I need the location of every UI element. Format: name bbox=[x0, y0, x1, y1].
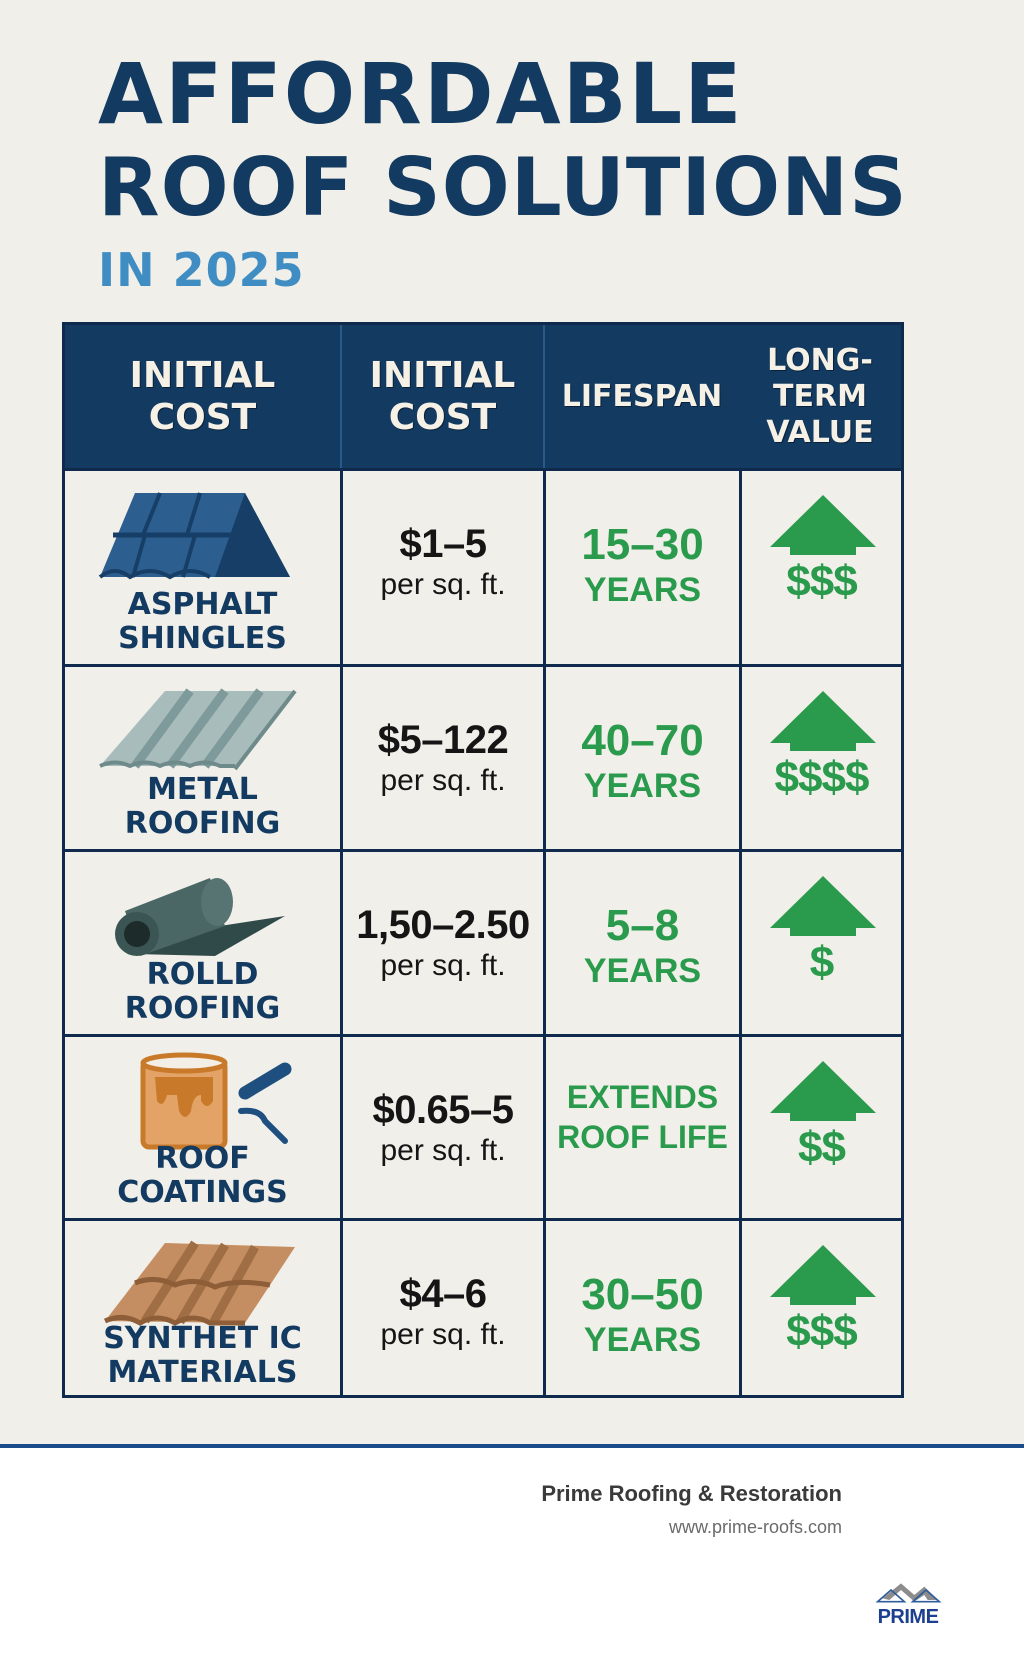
prime-logo-icon bbox=[875, 1583, 942, 1603]
value-cell: $$ bbox=[739, 1037, 901, 1218]
cost-cell: 1,50–2.50 per sq. ft. bbox=[340, 852, 543, 1034]
synthetic-tiles-icon bbox=[103, 1240, 295, 1326]
value-cell: $$$ bbox=[739, 1221, 901, 1398]
lifespan-cell: 5–8 YEARS bbox=[543, 852, 739, 1034]
material-cell: METAL ROOFING bbox=[65, 667, 340, 849]
cost-value: $5–122 bbox=[377, 718, 509, 762]
lifespan-unit: ROOF LIFE bbox=[557, 1119, 728, 1155]
header-material-cost: INITIAL COST bbox=[129, 354, 276, 438]
title-line-1: AFFORDABLE bbox=[98, 45, 744, 143]
value-cell: $ bbox=[739, 852, 901, 1034]
cost-value: 1,50–2.50 bbox=[356, 903, 530, 947]
logo-text: PRIME bbox=[877, 1606, 939, 1628]
table-row: ROOF COATINGS $0.65–5 per sq. ft. EXTENDS… bbox=[65, 1034, 901, 1218]
arrow-up-icon bbox=[770, 495, 876, 555]
cost-unit: per sq. ft. bbox=[380, 949, 506, 982]
value-cell: $$$$ bbox=[739, 667, 901, 849]
material-name: ASPHALT SHINGLES bbox=[118, 587, 287, 656]
title-year: IN 2025 bbox=[98, 243, 305, 297]
lifespan-value: 30–50 bbox=[581, 1270, 704, 1319]
lifespan-cell: 40–70 YEARS bbox=[543, 667, 739, 849]
header-lifespan: LIFESPAN bbox=[543, 325, 739, 468]
lifespan-value: 15–30 bbox=[581, 520, 704, 569]
value-rating: $$$ bbox=[786, 557, 857, 606]
material-name: SYNTHET IC MATERIALS bbox=[103, 1321, 302, 1390]
cost-unit: per sq. ft. bbox=[380, 568, 506, 601]
lifespan-unit: YEARS bbox=[583, 571, 702, 609]
cost-unit: per sq. ft. bbox=[380, 764, 506, 797]
table-row: METAL ROOFING $5–122 per sq. ft. 40–70 YEA… bbox=[65, 664, 901, 849]
cost-cell: $0.65–5 per sq. ft. bbox=[340, 1037, 543, 1218]
lifespan-unit: YEARS bbox=[583, 767, 702, 805]
arrow-up-icon bbox=[770, 1061, 876, 1121]
value-rating: $$$ bbox=[786, 1307, 857, 1356]
page-title: AFFORDABLE ROOF SOLUTIONS IN 2025 bbox=[98, 48, 908, 300]
roll-roofing-icon bbox=[115, 878, 285, 956]
value-rating: $$$$ bbox=[774, 753, 870, 802]
material-cell: SYNTHET IC MATERIALS bbox=[65, 1221, 340, 1398]
value-rating: $$ bbox=[798, 1123, 846, 1172]
footer-divider bbox=[0, 1444, 1024, 1448]
cost-cell: $1–5 per sq. ft. bbox=[340, 471, 543, 664]
value-rating: $ bbox=[809, 938, 834, 987]
header-initial-cost: INITIAL COST bbox=[340, 325, 543, 468]
arrow-up-icon bbox=[770, 1245, 876, 1305]
arrow-up-icon bbox=[770, 691, 876, 751]
material-cell: ROLLD ROOFING bbox=[65, 852, 340, 1034]
lifespan-value: 40–70 bbox=[581, 716, 704, 765]
asphalt-shingles-icon bbox=[98, 492, 290, 580]
material-name: ROLLD ROOFING bbox=[124, 957, 281, 1026]
cost-cell: $4–6 per sq. ft. bbox=[340, 1221, 543, 1398]
table-row: ROLLD ROOFING 1,50–2.50 per sq. ft. 5–8 YE… bbox=[65, 849, 901, 1034]
cost-unit: per sq. ft. bbox=[380, 1134, 506, 1167]
material-name: ROOF COATINGS bbox=[117, 1141, 288, 1210]
value-cell: $$$ bbox=[739, 471, 901, 664]
material-cell: ROOF COATINGS bbox=[65, 1037, 340, 1218]
cost-value: $0.65–5 bbox=[372, 1088, 514, 1132]
footer bbox=[0, 1448, 1024, 1666]
material-cell: ASPHALT SHINGLES bbox=[65, 471, 340, 664]
cost-cell: $5–122 per sq. ft. bbox=[340, 667, 543, 849]
table-row: SYNTHET IC MATERIALS $4–6 per sq. ft. 30–… bbox=[65, 1218, 901, 1398]
cost-unit: per sq. ft. bbox=[380, 1318, 506, 1351]
cost-value: $1–5 bbox=[399, 522, 487, 566]
lifespan-unit: YEARS bbox=[583, 952, 702, 990]
paint-can-roller-icon bbox=[140, 1052, 292, 1150]
title-line-2: ROOF SOLUTIONS bbox=[98, 141, 908, 234]
website-link[interactable]: www.prime-roofs.com bbox=[668, 1517, 842, 1537]
cost-value: $4–6 bbox=[399, 1272, 487, 1316]
table-header: INITIAL COST INITIAL COST LIFESPAN LONG-… bbox=[65, 325, 901, 468]
header-long-term-value: LONG- TERM VALUE bbox=[766, 342, 874, 450]
arrow-up-icon bbox=[770, 876, 876, 936]
company-name: Prime Roofing & Restoration bbox=[541, 1481, 842, 1506]
lifespan-cell: 15–30 YEARS bbox=[543, 471, 739, 664]
lifespan-cell: 30–50 YEARS bbox=[543, 1221, 739, 1398]
metal-roofing-icon bbox=[99, 688, 297, 771]
lifespan-unit: YEARS bbox=[583, 1321, 702, 1359]
lifespan-cell: EXTENDS ROOF LIFE bbox=[543, 1037, 739, 1218]
table-row: ASPHALT SHINGLES $1–5 per sq. ft. 15–30 YE… bbox=[65, 468, 901, 664]
material-name: METAL ROOFING bbox=[124, 772, 281, 841]
comparison-table: INITIAL COST INITIAL COST LIFESPAN LONG-… bbox=[62, 322, 904, 1398]
lifespan-value: 5–8 bbox=[605, 901, 680, 950]
lifespan-value: EXTENDS bbox=[566, 1079, 719, 1115]
